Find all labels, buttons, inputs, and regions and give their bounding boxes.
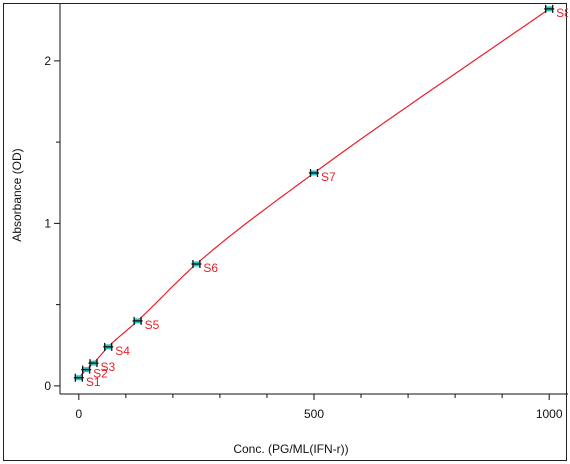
x-tick-label: 0 <box>75 407 82 421</box>
point-label: S6 <box>203 261 218 275</box>
axes: 0 500 1000 0 1 2 <box>44 4 568 421</box>
y-tick-label: 2 <box>44 54 51 68</box>
x-tick-label: 1000 <box>536 407 563 421</box>
chart-frame: 0 500 1000 0 1 2 S1 S2 S3 S4 S5 S6 S7 S8 Conc. (PG/M… <box>3 3 568 461</box>
y-tick-label: 0 <box>44 379 51 393</box>
point-label: S2 <box>93 367 108 381</box>
point-label: S7 <box>321 170 336 184</box>
y-axis-title: Absorbance (OD) <box>10 148 24 241</box>
x-tick-label: 500 <box>304 407 324 421</box>
point-label: S8 <box>556 6 568 20</box>
x-axis-title: Conc. (PG/ML(IFN-r)) <box>233 442 348 456</box>
y-tick-label: 1 <box>44 216 51 230</box>
point-label: S3 <box>101 360 116 374</box>
point-label: S5 <box>145 318 160 332</box>
point-label: S4 <box>115 344 130 358</box>
point-label: S1 <box>86 375 101 389</box>
